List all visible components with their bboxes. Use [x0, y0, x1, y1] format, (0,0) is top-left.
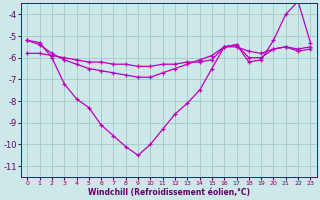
X-axis label: Windchill (Refroidissement éolien,°C): Windchill (Refroidissement éolien,°C)	[88, 188, 250, 197]
